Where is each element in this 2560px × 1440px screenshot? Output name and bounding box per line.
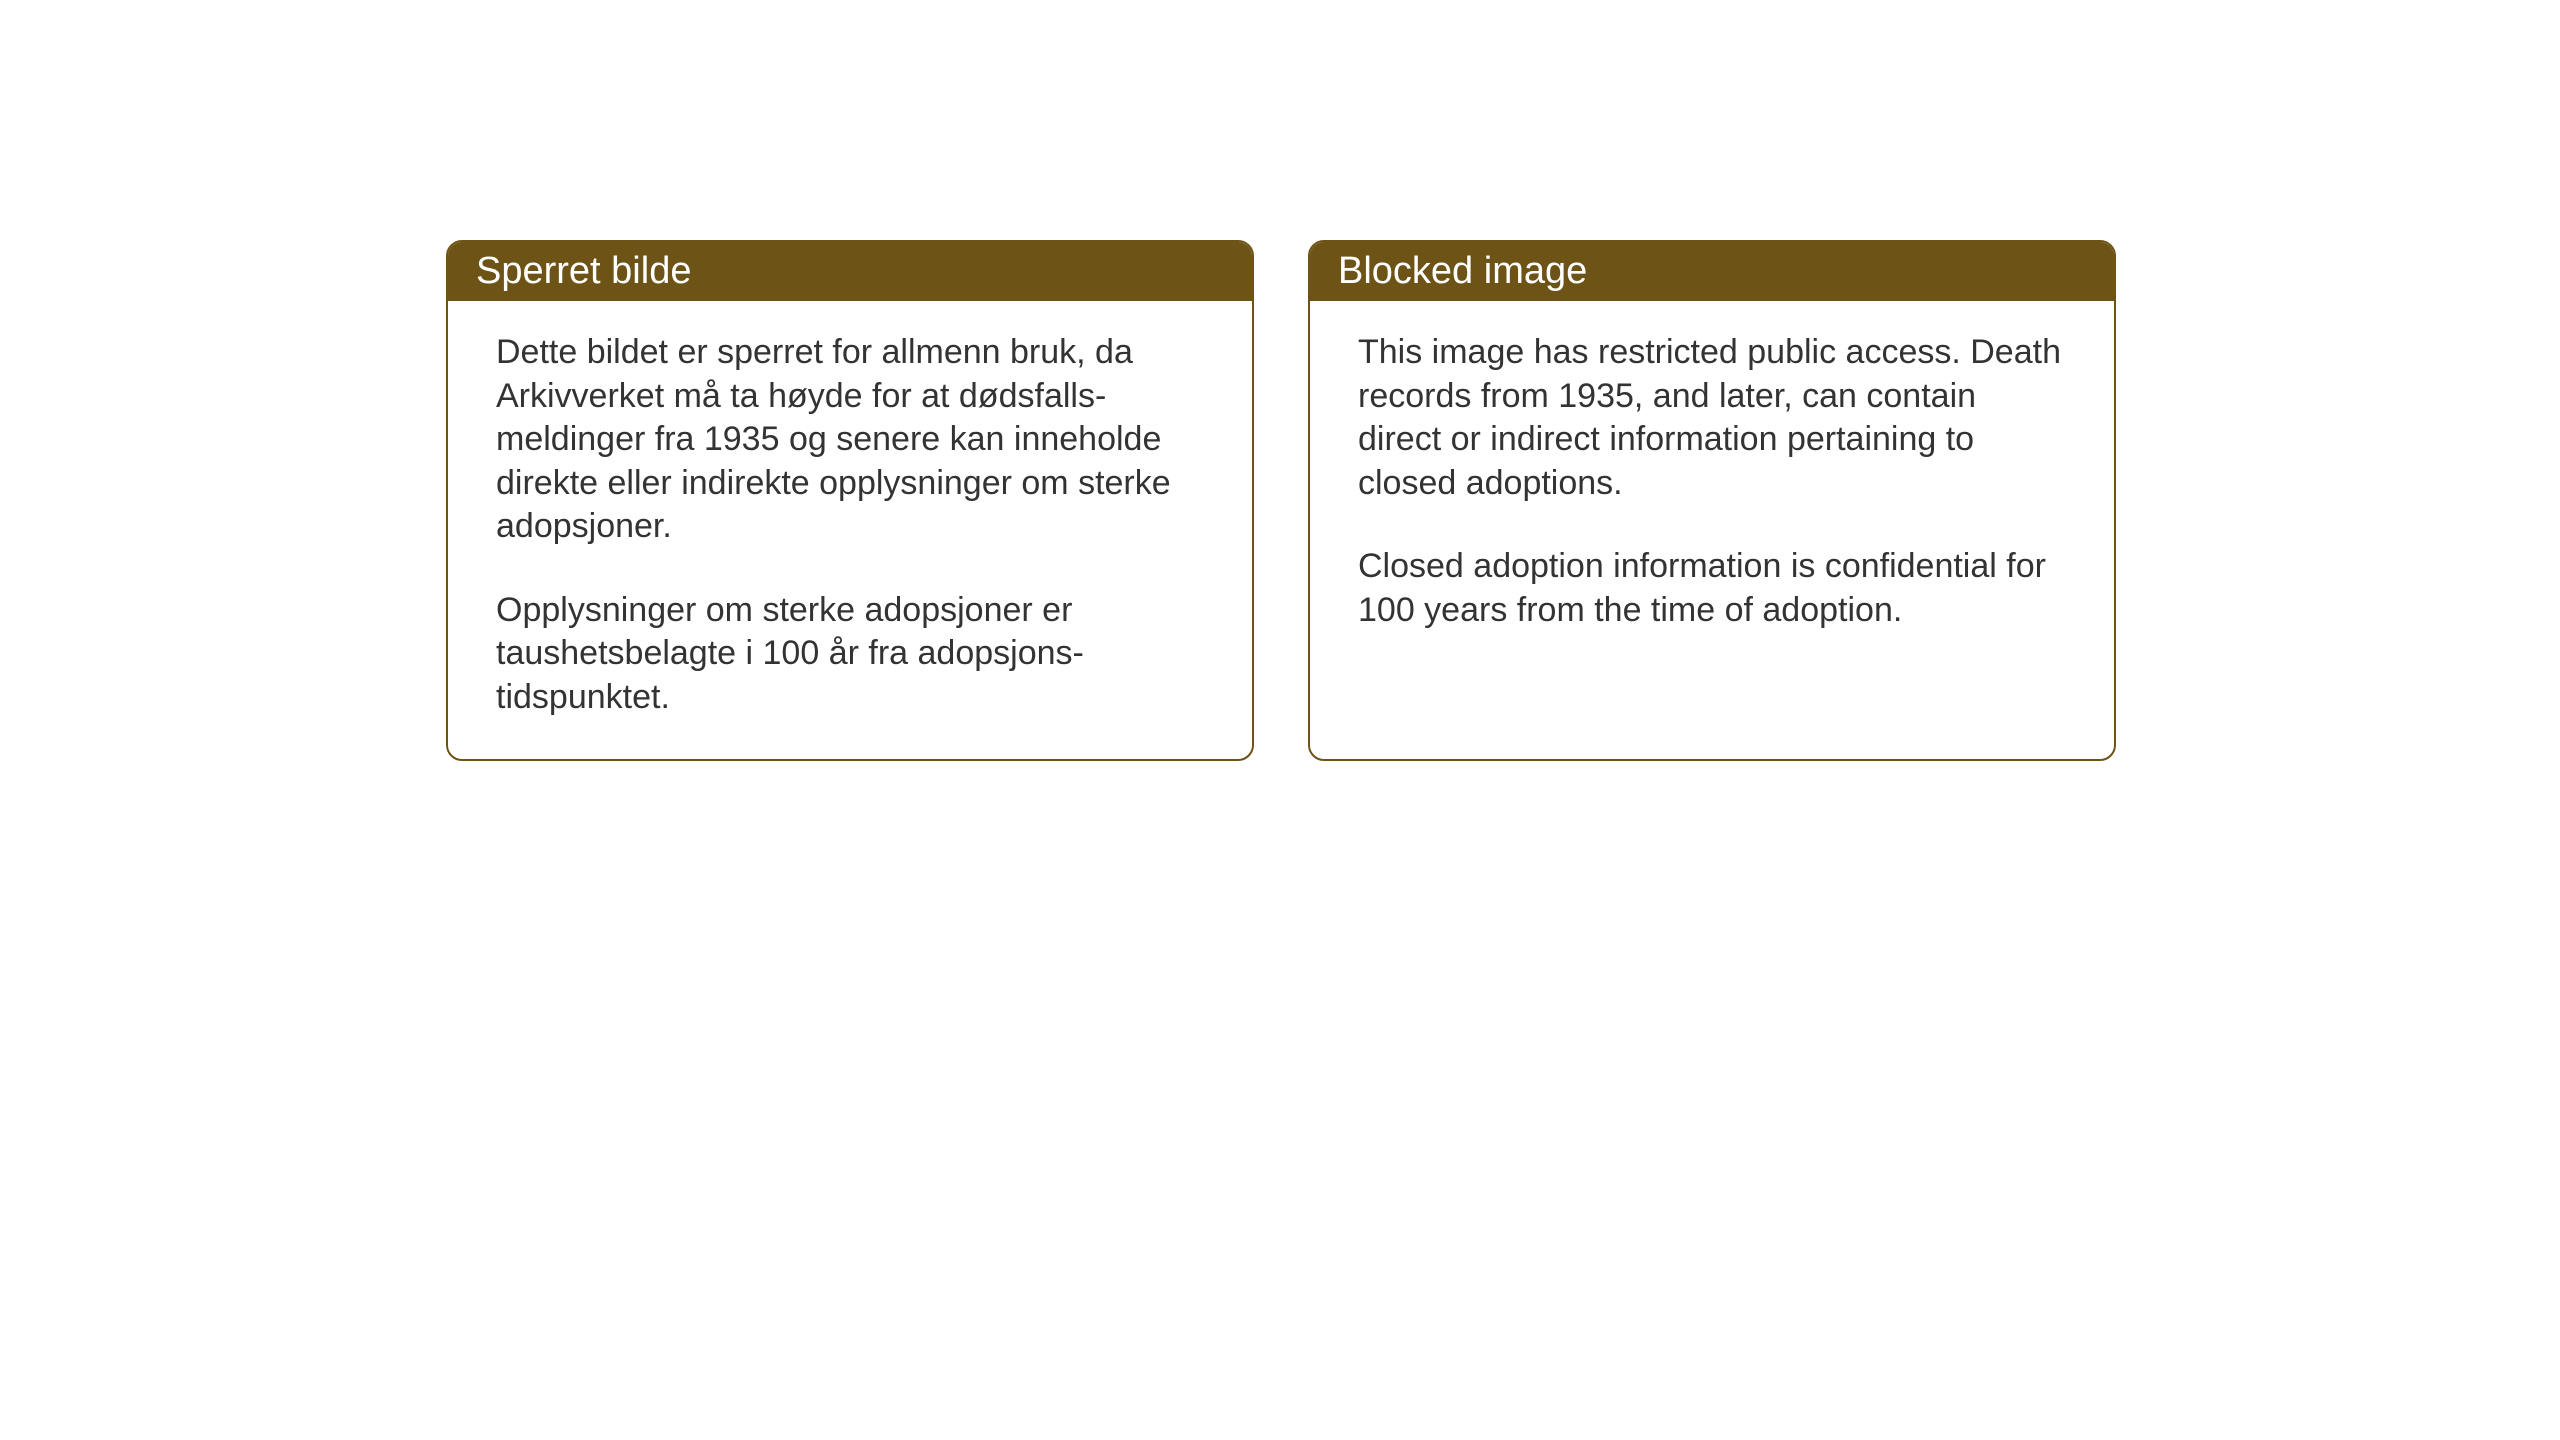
notice-title-norwegian: Sperret bilde <box>476 250 691 292</box>
notice-paragraph-2-norwegian: Opplysninger om sterke adopsjoner er tau… <box>496 589 1204 720</box>
notice-paragraph-2-english: Closed adoption information is confident… <box>1358 545 2066 632</box>
notice-header-english: Blocked image <box>1310 242 2114 301</box>
notice-body-english: This image has restricted public access.… <box>1310 301 2114 672</box>
notice-paragraph-1-english: This image has restricted public access.… <box>1358 331 2066 505</box>
notice-body-norwegian: Dette bildet er sperret for allmenn bruk… <box>448 301 1252 759</box>
notice-container: Sperret bilde Dette bildet er sperret fo… <box>446 240 2116 761</box>
notice-header-norwegian: Sperret bilde <box>448 242 1252 301</box>
notice-paragraph-1-norwegian: Dette bildet er sperret for allmenn bruk… <box>496 331 1204 549</box>
notice-box-english: Blocked image This image has restricted … <box>1308 240 2116 761</box>
notice-title-english: Blocked image <box>1338 250 1587 292</box>
notice-box-norwegian: Sperret bilde Dette bildet er sperret fo… <box>446 240 1254 761</box>
